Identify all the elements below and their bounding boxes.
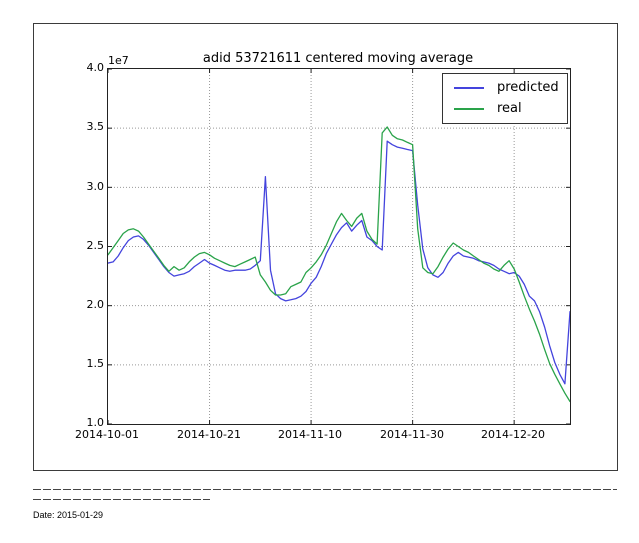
date-caption: Date: 2015-01-29 — [33, 510, 104, 520]
y-tick-label: 1.0 — [86, 416, 105, 429]
plot-canvas — [108, 69, 570, 424]
horizontal-rule-short — [33, 499, 210, 500]
predicted-line-swatch — [454, 86, 484, 89]
legend-label: real — [497, 101, 522, 116]
legend-entry-real: real — [443, 98, 567, 119]
x-tick-label: 2014-10-01 — [75, 428, 139, 441]
y-tick-label: 2.5 — [86, 239, 105, 252]
y-tick-label: 2.0 — [86, 298, 105, 311]
horizontal-rule-long — [33, 489, 617, 490]
chart-title: adid 53721611 centered moving average — [202, 51, 474, 66]
legend-entry-predicted: predicted — [443, 77, 567, 98]
x-tick-label: 2014-11-10 — [278, 428, 342, 441]
real-line-swatch — [454, 107, 484, 110]
plot-area — [107, 68, 571, 425]
x-tick-label: 2014-11-30 — [380, 428, 444, 441]
y-tick-label: 3.5 — [86, 120, 105, 133]
y-tick-label: 4.0 — [86, 61, 105, 74]
y-tick-label: 3.0 — [86, 180, 105, 193]
legend-label: predicted — [497, 80, 559, 95]
x-tick-label: 2014-10-21 — [177, 428, 241, 441]
figure-box: adid 53721611 centered moving average 1e… — [33, 23, 618, 471]
x-tick-label: 2014-12-20 — [481, 428, 545, 441]
y-tick-label: 1.5 — [86, 357, 105, 370]
legend: predicted real — [442, 73, 568, 124]
y-axis-offset-label: 1e7 — [108, 54, 129, 67]
